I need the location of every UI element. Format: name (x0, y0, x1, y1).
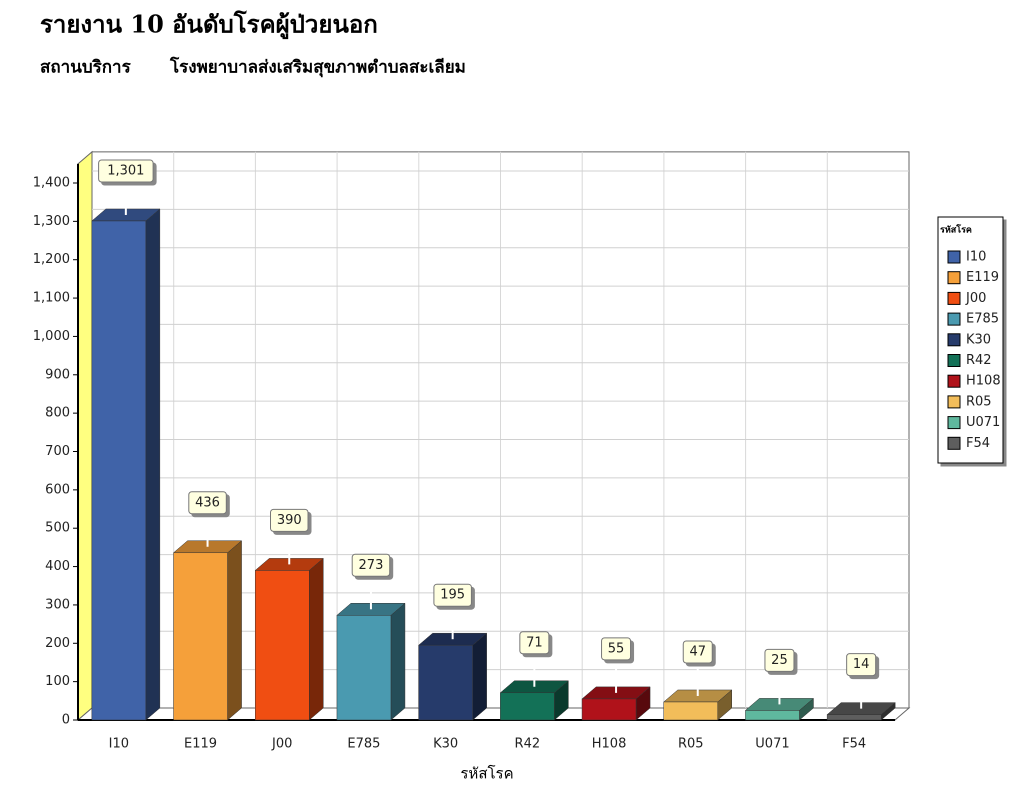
legend-swatch (947, 333, 961, 347)
y-tick-label: 1,400 (33, 176, 70, 191)
bar (418, 644, 473, 721)
value-label: 14 (853, 657, 870, 672)
value-label: 55 (608, 641, 625, 656)
bar (91, 220, 147, 721)
value-label: 25 (771, 653, 788, 668)
x-tick-label: J00 (271, 737, 292, 752)
x-tick-label: F54 (842, 737, 866, 752)
bar (173, 552, 228, 721)
bar-side (309, 557, 324, 721)
y-tick-label: 300 (45, 597, 70, 612)
legend-label: E119 (966, 270, 999, 285)
y-tick-label: 100 (45, 674, 70, 689)
bar (500, 692, 555, 721)
bar-side (145, 208, 161, 721)
y-tick-label: 1,300 (33, 214, 70, 229)
x-tick-label: R05 (678, 737, 704, 752)
y-tick-label: 600 (45, 482, 70, 497)
y-tick-label: 800 (45, 406, 70, 421)
y-tick-label: 1,100 (33, 291, 70, 306)
value-label-box (188, 491, 227, 515)
x-tick-label: U071 (755, 737, 789, 752)
legend-swatch (947, 395, 961, 409)
legend-label: R05 (966, 394, 992, 409)
legend-swatch (947, 291, 961, 305)
legend-swatch (947, 436, 961, 450)
legend-swatch (947, 354, 961, 367)
legend-label: R42 (966, 353, 992, 368)
value-label-box (270, 508, 309, 532)
legend-title: รหัสโรค (940, 224, 972, 236)
value-label: 47 (689, 644, 706, 659)
y-tick-label: 200 (45, 636, 70, 651)
bar (663, 701, 718, 721)
x-tick-label: R42 (515, 737, 541, 752)
y-tick-label: 1,200 (33, 252, 70, 267)
side-wall (77, 150, 93, 722)
bar-side (472, 632, 487, 721)
x-tick-label: H108 (592, 737, 627, 752)
x-tick-label: E119 (184, 737, 217, 752)
value-label-box (764, 648, 795, 672)
y-tick-label: 0 (62, 713, 70, 728)
value-label-box (351, 553, 391, 577)
bar-side (227, 540, 242, 721)
value-label-box (682, 640, 713, 664)
value-label: 71 (526, 635, 543, 650)
value-label-box (601, 637, 632, 661)
legend-label: E785 (966, 312, 999, 327)
y-tick-label: 900 (45, 367, 70, 382)
x-tick-label: E785 (347, 737, 380, 752)
y-tick-label: 1,000 (33, 329, 70, 344)
legend-label: K30 (966, 332, 991, 347)
legend-swatch (947, 250, 961, 264)
y-tick-label: 700 (45, 444, 70, 459)
value-label-box (846, 653, 877, 677)
subtitle-label: สถานบริการ (40, 58, 132, 78)
bar (336, 615, 392, 721)
subtitle: โรงพยาบาลส่งเสริมสุขภาพตำบลสะเลียม (169, 57, 466, 78)
bar (255, 570, 310, 721)
bar (745, 710, 800, 721)
legend-label: H108 (966, 374, 1001, 389)
bar-side (390, 602, 406, 721)
value-label-box (433, 583, 472, 607)
x-tick-label: K30 (433, 737, 458, 752)
y-tick-label: 500 (45, 521, 70, 536)
legend-swatch (947, 312, 961, 326)
x-axis-title: รหัสโรค (460, 765, 513, 783)
legend-swatch (947, 271, 961, 285)
value-label: 390 (277, 513, 302, 528)
value-label: 1,301 (107, 163, 144, 178)
legend-label: J00 (965, 291, 986, 306)
chart-title: รายงาน 10 อันดับโรคผู้ป่วยนอก (40, 10, 378, 40)
value-label: 273 (359, 558, 384, 573)
legend-label: U071 (966, 415, 1000, 430)
value-label-box (519, 631, 550, 655)
bar (581, 698, 637, 721)
legend-label: I10 (966, 250, 986, 265)
value-label-box (98, 159, 154, 183)
value-label: 195 (440, 588, 465, 603)
legend-label: F54 (966, 436, 990, 451)
y-tick-label: 400 (45, 559, 70, 574)
bar (826, 714, 882, 721)
legend-swatch (947, 416, 961, 430)
x-tick-label: I10 (109, 737, 129, 752)
value-label: 436 (195, 495, 220, 510)
legend-swatch (947, 374, 961, 388)
